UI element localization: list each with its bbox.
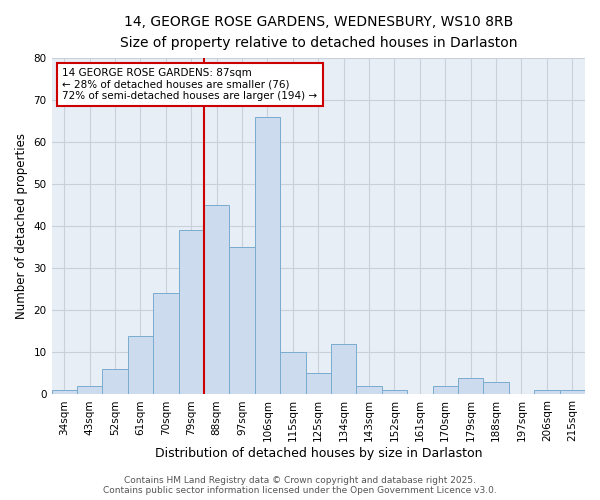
Bar	[560, 390, 585, 394]
Bar	[280, 352, 305, 395]
Bar	[484, 382, 509, 394]
Bar	[534, 390, 560, 394]
Bar	[128, 336, 153, 394]
Bar	[179, 230, 204, 394]
Bar	[52, 390, 77, 394]
Bar	[382, 390, 407, 394]
Title: 14, GEORGE ROSE GARDENS, WEDNESBURY, WS10 8RB
Size of property relative to detac: 14, GEORGE ROSE GARDENS, WEDNESBURY, WS1…	[119, 15, 517, 50]
Bar	[204, 205, 229, 394]
Bar	[433, 386, 458, 394]
Y-axis label: Number of detached properties: Number of detached properties	[15, 133, 28, 319]
Bar	[305, 374, 331, 394]
Bar	[153, 294, 179, 394]
Bar	[356, 386, 382, 394]
Bar	[255, 116, 280, 394]
Bar	[458, 378, 484, 394]
Text: 14 GEORGE ROSE GARDENS: 87sqm
← 28% of detached houses are smaller (76)
72% of s: 14 GEORGE ROSE GARDENS: 87sqm ← 28% of d…	[62, 68, 317, 101]
Text: Contains HM Land Registry data © Crown copyright and database right 2025.
Contai: Contains HM Land Registry data © Crown c…	[103, 476, 497, 495]
Bar	[229, 247, 255, 394]
X-axis label: Distribution of detached houses by size in Darlaston: Distribution of detached houses by size …	[155, 447, 482, 460]
Bar	[77, 386, 103, 394]
Bar	[331, 344, 356, 395]
Bar	[103, 369, 128, 394]
